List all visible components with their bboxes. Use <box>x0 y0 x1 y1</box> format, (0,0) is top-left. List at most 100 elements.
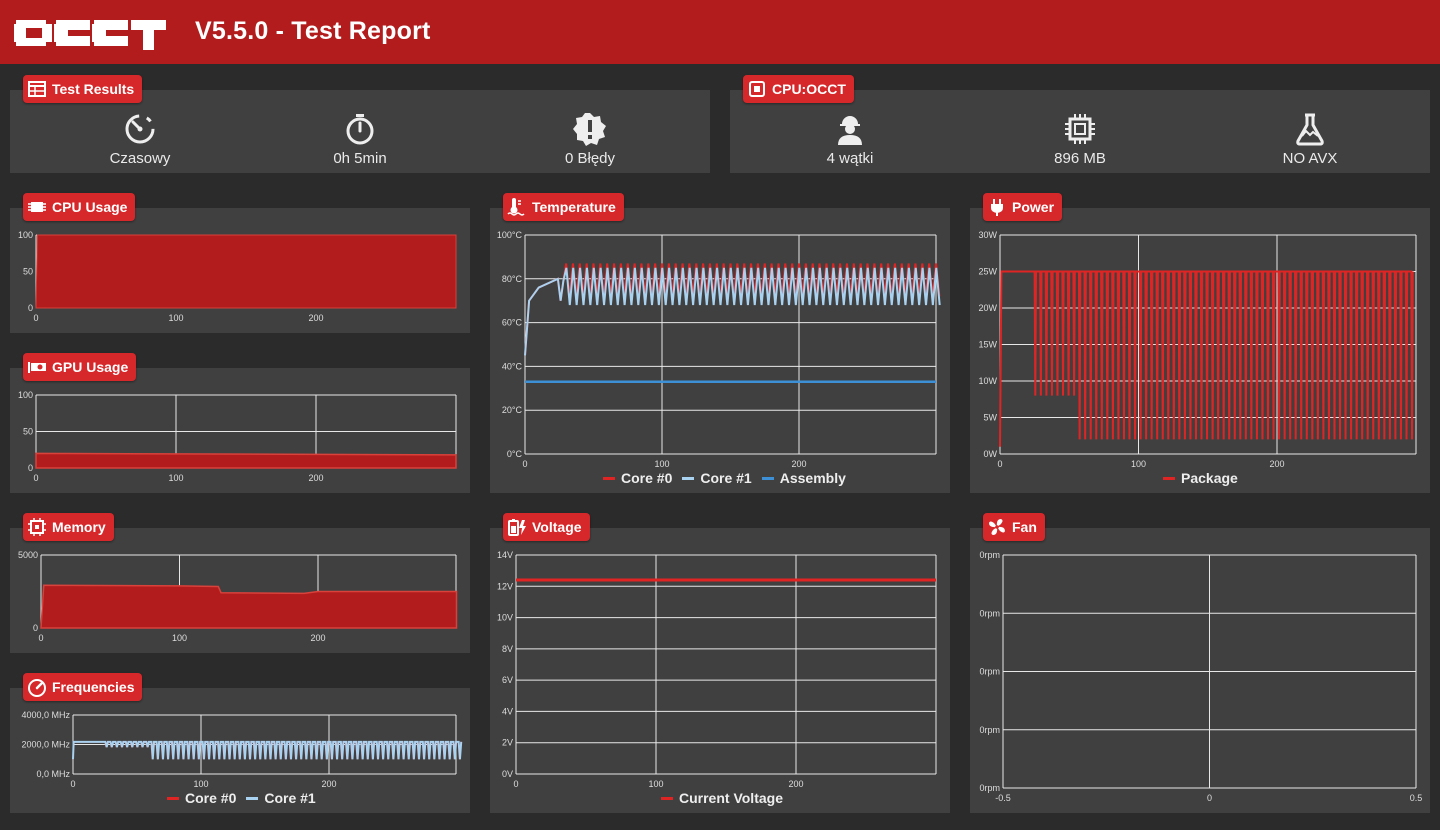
legend-label: Core #0 <box>621 470 673 486</box>
x-tick-label: 200 <box>308 313 323 323</box>
y-tick-label: 5W <box>984 413 998 423</box>
stat-label: Czasowy <box>109 150 171 167</box>
y-tick-label: 0W <box>984 449 998 459</box>
voltage-legend: Current Voltage <box>661 790 783 806</box>
cpu-usage-area <box>35 234 457 309</box>
badge-label: Frequencies <box>52 679 135 695</box>
report-title: V5.5.0 - Test Report <box>195 17 431 45</box>
fan-badge: Fan <box>983 513 1045 541</box>
stat-duration: 0h 5min <box>280 112 440 167</box>
x-tick-label: 0 <box>1207 793 1212 803</box>
y-tick-label: 50 <box>23 427 33 437</box>
x-tick-label: 200 <box>788 779 803 789</box>
y-tick-label: 6V <box>502 675 513 685</box>
legend-swatch <box>761 476 774 480</box>
x-tick-label: 0 <box>70 779 75 789</box>
y-tick-label: 0°C <box>507 449 523 459</box>
test-results-panel: Czasowy 0h 5min 0 Błędy <box>10 90 710 173</box>
x-tick-label: 0 <box>997 459 1002 469</box>
y-tick-label: 4V <box>502 706 513 716</box>
stat-label: NO AVX <box>1282 150 1338 167</box>
y-tick-label: 0rpm <box>979 667 1000 677</box>
battery-bolt-icon <box>508 519 526 536</box>
gpu-usage-panel <box>10 368 470 493</box>
y-tick-label: 0rpm <box>979 783 1000 793</box>
processor-icon <box>28 202 46 212</box>
voltage-panel <box>490 528 950 813</box>
core1-line <box>72 740 463 760</box>
y-tick-label: 0V <box>502 769 513 779</box>
legend-item: Current Voltage <box>661 790 783 806</box>
legend-item: Core #0 <box>603 470 672 486</box>
x-tick-label: 100 <box>172 633 187 643</box>
y-tick-label: 30W <box>978 230 997 240</box>
y-tick-label: 0 <box>28 463 33 473</box>
x-tick-label: 0 <box>33 313 38 323</box>
legend-label: Core #1 <box>264 790 316 806</box>
y-tick-label: 50 <box>23 267 33 277</box>
x-tick-label: 100 <box>168 313 183 323</box>
thermometer-icon <box>507 198 525 216</box>
stopwatch-icon <box>346 114 374 145</box>
error-badge-icon <box>573 113 606 146</box>
y-tick-label: 20°C <box>502 405 523 415</box>
badge-label: Memory <box>52 519 106 535</box>
frequencies-badge: Frequencies <box>23 673 143 701</box>
flask-icon <box>1296 113 1324 146</box>
legend-swatch <box>1163 476 1175 480</box>
stat-label: 896 MB <box>1054 150 1106 167</box>
stat-memory: 896 MB <box>1000 112 1160 167</box>
x-tick-label: 100 <box>654 459 669 469</box>
y-tick-label: 0 <box>33 623 38 633</box>
y-tick-label: 100 <box>18 230 33 240</box>
badge-label: CPU:OCCT <box>772 81 846 97</box>
y-tick-label: 60°C <box>502 318 523 328</box>
badge-label: Fan <box>1012 519 1037 535</box>
stat-label: 0 Błędy <box>564 150 616 167</box>
badge-label: CPU Usage <box>52 199 128 215</box>
legend-item: Core #0 <box>167 790 236 806</box>
y-tick-label: 5000 <box>18 550 38 560</box>
y-tick-label: 10W <box>978 376 997 386</box>
fan-icon <box>989 519 1005 535</box>
x-tick-label: 100 <box>193 779 208 789</box>
stat-label: 0h 5min <box>333 150 387 167</box>
gauge-icon <box>125 114 155 144</box>
stat-errors: 0 Błędy <box>510 112 670 167</box>
stat-threads: 4 wątki <box>770 112 930 167</box>
legend-label: Core #1 <box>700 470 752 486</box>
gpu-usage-badge: GPU Usage <box>23 353 137 381</box>
x-tick-label: 200 <box>308 473 323 483</box>
legend-item: Core #1 <box>246 790 316 806</box>
y-tick-label: 0 <box>28 303 33 313</box>
y-tick-label: 10V <box>497 613 513 623</box>
y-tick-label: 4000,0 MHz <box>21 710 70 720</box>
y-tick-label: 100 <box>18 390 33 400</box>
badge-label: Voltage <box>532 519 582 535</box>
cpu-square-icon <box>749 81 765 97</box>
power-legend: Package <box>1163 470 1238 486</box>
table-icon <box>28 81 46 97</box>
power-badge: Power <box>983 193 1063 221</box>
x-tick-label: 200 <box>791 459 806 469</box>
chart-frame: 14V 12V 10V 8V 6V 4V 2V 0V <box>497 550 937 779</box>
legend-label: Package <box>1181 470 1238 486</box>
cpu-occt-panel: 4 wątki 896 MB NO AVX <box>730 90 1430 173</box>
temperature-legend: Core #0 Core #1 Assembly <box>603 470 846 486</box>
fan-panel <box>970 528 1430 813</box>
frequencies-legend: Core #0 Core #1 <box>167 790 316 806</box>
y-tick-label: 8V <box>502 644 513 654</box>
legend-item: Package <box>1163 470 1238 486</box>
cpu-occt-badge: CPU:OCCT <box>743 75 854 103</box>
y-tick-label: 0rpm <box>979 550 1000 560</box>
voltage-badge: Voltage <box>503 513 590 541</box>
temperature-panel <box>490 208 950 493</box>
cpu-usage-badge: CPU Usage <box>23 193 136 221</box>
y-tick-label: 12V <box>497 581 513 591</box>
occt-logo <box>14 20 166 50</box>
gpu-usage-area <box>35 452 457 469</box>
legend-swatch <box>682 476 695 480</box>
y-tick-label: 80°C <box>502 274 523 284</box>
x-tick-label: 0 <box>38 633 43 643</box>
